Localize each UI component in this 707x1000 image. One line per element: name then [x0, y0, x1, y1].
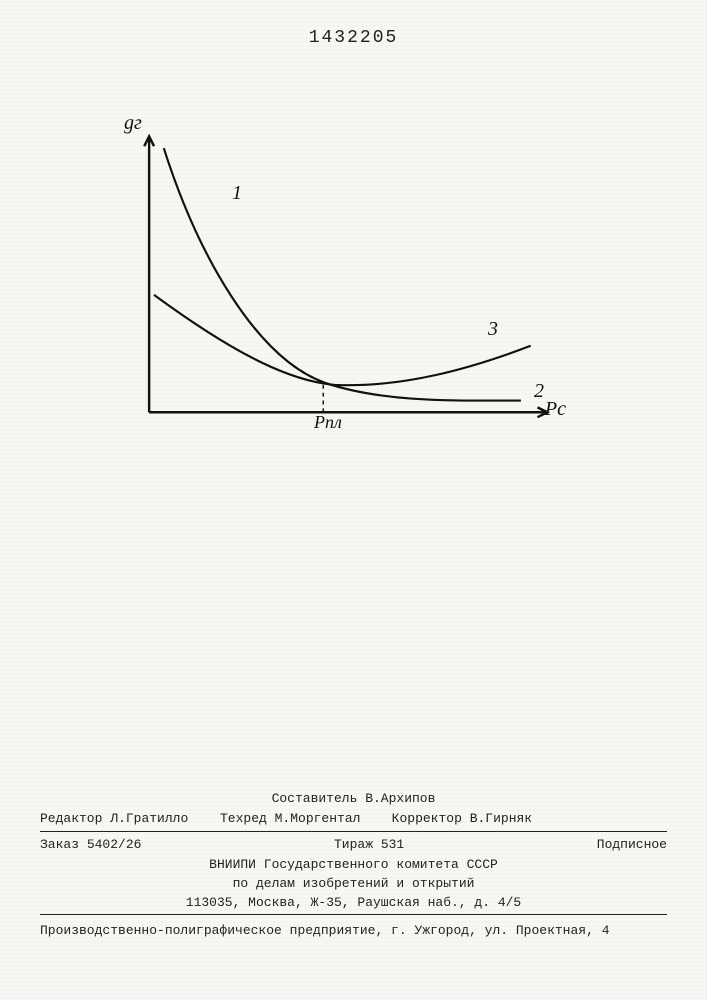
corrector-label: Корректор	[392, 811, 462, 826]
divider-2	[40, 914, 667, 915]
techred-label: Техред	[220, 811, 267, 826]
editor-name: Л.Гратилло	[110, 811, 188, 826]
corrector-name: В.Гирняк	[470, 811, 532, 826]
y-axis-label: gг	[124, 112, 142, 135]
curve-1-label: 1	[232, 182, 242, 205]
order-value: 5402/26	[87, 837, 142, 852]
chart-svg	[110, 120, 560, 460]
tirazh-cell: Тираж 531	[334, 837, 404, 852]
credits-row: Редактор Л.Гратилло Техред М.Моргентал К…	[40, 808, 667, 829]
curve-3-label: 3	[488, 318, 498, 341]
org-line-2: по делам изобретений и открытий	[40, 874, 667, 893]
editor-cell: Редактор Л.Гратилло	[40, 811, 220, 826]
composer-line: Составитель В.Архипов	[40, 789, 667, 808]
subscription-cell: Подписное	[597, 837, 667, 852]
techred-name: М.Моргентал	[275, 811, 361, 826]
order-cell: Заказ 5402/26	[40, 837, 141, 852]
divider-1	[40, 831, 667, 832]
patent-page: 1432205 gг Pс Pпл 1 3 2 Составитель В.Ар…	[0, 0, 707, 1000]
order-row: Заказ 5402/26 Тираж 531 Подписное	[40, 834, 667, 855]
x-marker-label: Pпл	[314, 412, 342, 433]
order-label: Заказ	[40, 837, 79, 852]
editor-label: Редактор	[40, 811, 102, 826]
chart-figure: gг Pс Pпл 1 3 2	[110, 120, 560, 460]
techred-cell: Техред М.Моргентал Корректор В.Гирняк	[220, 811, 667, 826]
footer-block: Составитель В.Архипов Редактор Л.Гратилл…	[40, 789, 667, 940]
address-line: 113035, Москва, Ж-35, Раушская наб., д. …	[40, 893, 667, 912]
curve-1	[164, 148, 521, 400]
curve-3	[154, 295, 531, 385]
patent-number: 1432205	[0, 28, 707, 48]
org-line-1: ВНИИПИ Государственного комитета СССР	[40, 855, 667, 874]
tirazh-label: Тираж	[334, 837, 373, 852]
printer-line: Производственно-полиграфическое предприя…	[40, 917, 667, 940]
curve-2-label: 2	[534, 380, 544, 403]
x-axis-label: Pс	[545, 398, 566, 421]
tirazh-value: 531	[381, 837, 404, 852]
